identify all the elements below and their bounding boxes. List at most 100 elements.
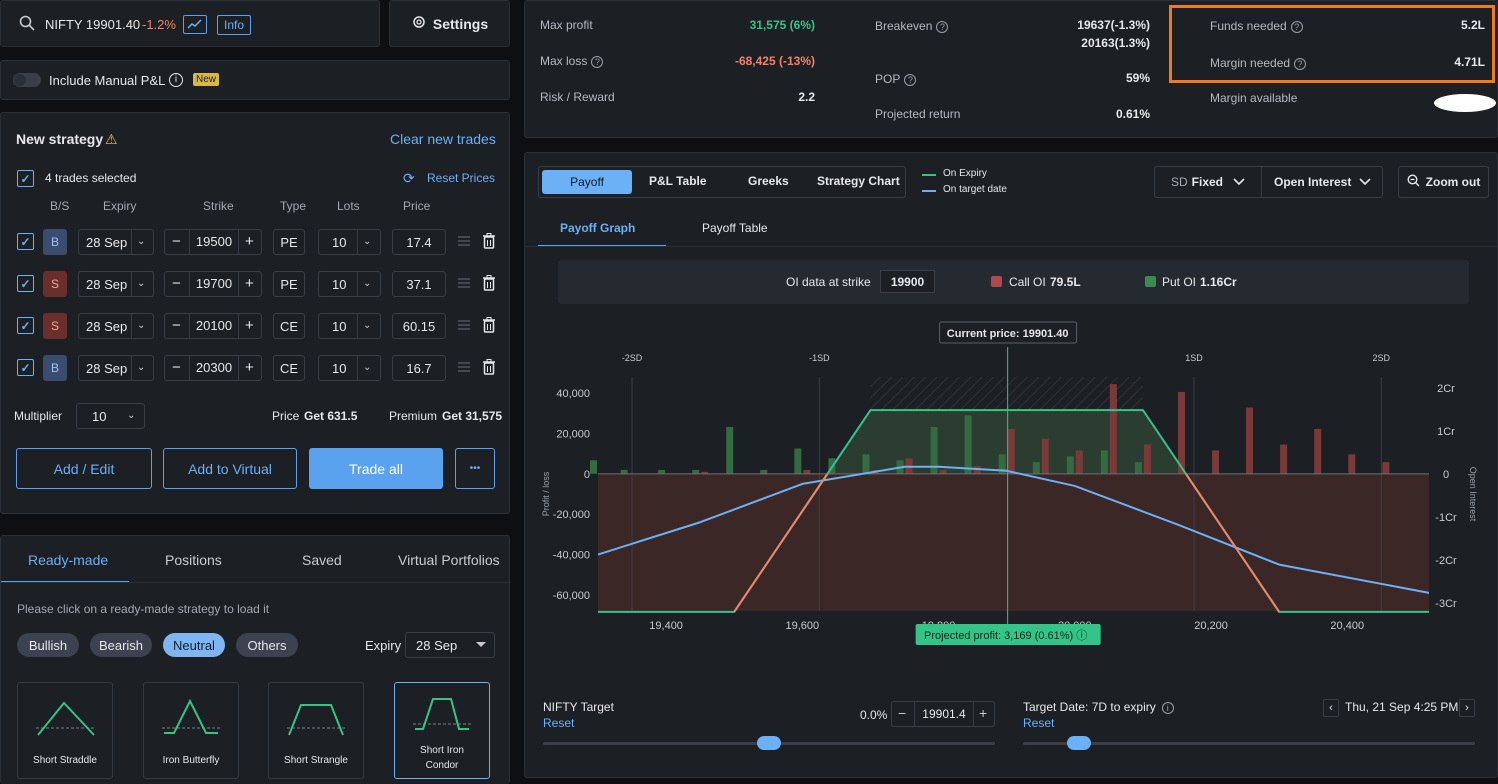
- price-input[interactable]: 16.7: [392, 355, 446, 381]
- type-toggle[interactable]: PE: [273, 229, 305, 255]
- date-slider-handle[interactable]: [1067, 736, 1091, 750]
- oi-strike-input[interactable]: 19900: [880, 270, 935, 293]
- next-date-button[interactable]: ›: [1459, 699, 1475, 717]
- price-input[interactable]: 60.15: [392, 313, 446, 339]
- plus-icon[interactable]: +: [979, 705, 988, 721]
- expiry-select[interactable]: 28 Sep ⌄: [78, 271, 154, 297]
- trash-icon[interactable]: [482, 317, 496, 336]
- chip-neutral[interactable]: Neutral: [163, 633, 225, 657]
- minus-icon[interactable]: −: [172, 359, 181, 376]
- expiry-select[interactable]: 28 Sep ⌄: [78, 355, 154, 381]
- plus-icon[interactable]: +: [245, 275, 254, 292]
- lots-select[interactable]: 10 ⌄: [318, 355, 381, 381]
- strategy-card-short-straddle[interactable]: Short Straddle: [17, 682, 113, 779]
- subtab-payoff-table[interactable]: Payoff Table: [702, 221, 768, 235]
- expiry-select[interactable]: 28 Sep: [405, 632, 495, 658]
- tab-positions[interactable]: Positions: [165, 552, 222, 568]
- add-edit-button[interactable]: Add / Edit: [16, 448, 152, 489]
- clear-trades-link[interactable]: Clear new trades: [390, 131, 496, 147]
- strike-value[interactable]: 20100: [189, 314, 239, 338]
- zoom-out-button[interactable]: Zoom out: [1398, 166, 1489, 198]
- trade-checkbox[interactable]: ✓: [17, 275, 34, 292]
- trade-checkbox[interactable]: ✓: [17, 359, 34, 376]
- tab-virtual-portfolios[interactable]: Virtual Portfolios: [398, 552, 500, 568]
- trade-all-button[interactable]: Trade all: [309, 448, 443, 489]
- trade-checkbox[interactable]: ✓: [17, 233, 34, 250]
- chip-others[interactable]: Others: [236, 633, 298, 657]
- target-slider-handle[interactable]: [757, 736, 781, 750]
- plus-icon[interactable]: +: [245, 359, 254, 376]
- type-toggle[interactable]: CE: [273, 355, 305, 381]
- buy-sell-toggle[interactable]: S: [43, 313, 67, 339]
- refresh-icon[interactable]: ⟳: [403, 170, 415, 186]
- price-input[interactable]: 17.4: [392, 229, 446, 255]
- sd-select[interactable]: SD Fixed: [1154, 166, 1262, 198]
- manual-pl-toggle[interactable]: [13, 73, 41, 87]
- strike-stepper[interactable]: − 19500 +: [164, 229, 262, 255]
- tab-saved[interactable]: Saved: [302, 552, 342, 568]
- target-reset-link[interactable]: Reset: [543, 716, 575, 730]
- trash-icon[interactable]: [482, 359, 496, 378]
- search-box[interactable]: NIFTY 19901.40 -1.2% Info: [0, 0, 380, 47]
- lots-select[interactable]: 10 ⌄: [318, 271, 381, 297]
- settings-button[interactable]: Settings: [389, 0, 510, 47]
- oi-select[interactable]: Open Interest: [1261, 166, 1383, 198]
- price-input[interactable]: 37.1: [392, 271, 446, 297]
- select-all-checkbox[interactable]: ✓: [17, 170, 34, 187]
- target-stepper[interactable]: − 19901.4 +: [891, 701, 995, 727]
- subtab-payoff-graph[interactable]: Payoff Graph: [560, 221, 636, 235]
- current-price-box: [939, 321, 1078, 344]
- minus-icon[interactable]: −: [172, 275, 181, 292]
- reorder-icon[interactable]: [457, 318, 471, 335]
- tab-payoff[interactable]: Payoff: [542, 170, 632, 194]
- reorder-icon[interactable]: [457, 276, 471, 293]
- date-slider-track[interactable]: [1023, 742, 1475, 745]
- prev-date-button[interactable]: ‹: [1323, 699, 1339, 717]
- buy-sell-toggle[interactable]: B: [43, 355, 67, 381]
- trash-icon[interactable]: [482, 275, 496, 294]
- more-button[interactable]: •••: [455, 448, 495, 489]
- lots-select[interactable]: 10 ⌄: [318, 229, 381, 255]
- strategy-card-iron-butterfly[interactable]: Iron Butterfly: [143, 682, 239, 779]
- target-date-reset-link[interactable]: Reset: [1023, 716, 1055, 730]
- trade-checkbox[interactable]: ✓: [17, 317, 34, 334]
- strike-stepper[interactable]: − 20300 +: [164, 355, 262, 381]
- tab-greeks[interactable]: Greeks: [748, 174, 789, 188]
- multiplier-select[interactable]: 10 ⌄: [76, 403, 145, 429]
- plus-icon[interactable]: +: [245, 233, 254, 250]
- lots-select[interactable]: 10 ⌄: [318, 313, 381, 339]
- minus-icon[interactable]: −: [172, 233, 181, 250]
- target-value[interactable]: 19901.4: [914, 702, 974, 726]
- reorder-icon[interactable]: [457, 234, 471, 251]
- buy-sell-toggle[interactable]: B: [43, 229, 67, 255]
- minus-icon[interactable]: −: [172, 317, 181, 334]
- tab-pl-table[interactable]: P&L Table: [649, 174, 707, 188]
- type-toggle[interactable]: PE: [273, 271, 305, 297]
- expiry-select[interactable]: 28 Sep ⌄: [78, 229, 154, 255]
- strategy-card-short-iron-condor[interactable]: Short Iron Condor: [394, 682, 490, 779]
- strike-stepper[interactable]: − 20100 +: [164, 313, 262, 339]
- add-virtual-button[interactable]: Add to Virtual: [163, 448, 297, 489]
- help-icon: ?: [1294, 57, 1307, 70]
- strategy-card-short-strangle[interactable]: Short Strangle: [268, 682, 364, 779]
- chart-icon[interactable]: [183, 15, 207, 34]
- strike-value[interactable]: 20300: [189, 356, 239, 380]
- buy-sell-toggle[interactable]: S: [43, 271, 67, 297]
- tab-ready-made[interactable]: Ready-made: [28, 552, 109, 568]
- strike-value[interactable]: 19500: [189, 230, 239, 254]
- info-button[interactable]: Info: [217, 15, 252, 35]
- reset-prices-link[interactable]: Reset Prices: [427, 171, 496, 185]
- strike-value[interactable]: 19700: [189, 272, 239, 296]
- strike-stepper[interactable]: − 19700 +: [164, 271, 262, 297]
- type-toggle[interactable]: CE: [273, 313, 305, 339]
- minus-icon[interactable]: −: [898, 705, 907, 721]
- expiry-select[interactable]: 28 Sep ⌄: [78, 313, 154, 339]
- trash-icon[interactable]: [482, 233, 496, 252]
- tab-strategy-chart[interactable]: Strategy Chart: [817, 174, 900, 188]
- chip-bearish[interactable]: Bearish: [90, 633, 152, 657]
- payoff-chart[interactable]: -2SD -1SD 1SD 2SD 40,000 20,000 0 -20,000 -40,00…: [525, 313, 1497, 675]
- chip-bullish[interactable]: Bullish: [17, 633, 79, 657]
- reorder-icon[interactable]: [457, 360, 471, 377]
- zoom-out-icon: [1407, 174, 1420, 190]
- plus-icon[interactable]: +: [245, 317, 254, 334]
